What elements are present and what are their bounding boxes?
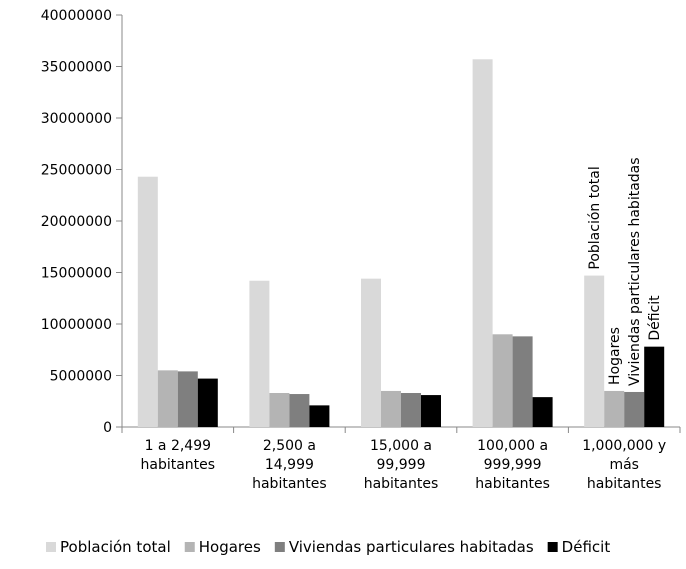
bar	[472, 59, 493, 427]
category-label: 15,000 a 99,999 habitantes	[364, 438, 439, 492]
y-tick-label: 15000000	[41, 266, 112, 282]
legend-label: Población total	[60, 538, 171, 556]
category-label-line: 1 a 2,499	[145, 438, 211, 454]
bar	[644, 346, 665, 427]
bar	[584, 275, 605, 427]
category-label-line: 100,000 a	[477, 438, 548, 454]
category-label-line: habitantes	[475, 476, 550, 492]
bar	[604, 390, 625, 427]
legend-label: Hogares	[199, 538, 261, 556]
category-label-line: 99,999	[377, 457, 426, 473]
legend-swatch	[46, 542, 56, 552]
y-tick-label: 10000000	[41, 317, 112, 333]
y-tick-label: 0	[103, 420, 112, 436]
category-label: 1 a 2,499 habitantes	[141, 438, 216, 473]
category-label-line: habitantes	[587, 476, 662, 492]
category-label-line: 2,500 a	[263, 438, 316, 454]
bar	[421, 395, 441, 427]
bar-annotation-label: Hogares	[607, 327, 623, 385]
category-label-line: 1,000,000 y	[582, 438, 666, 454]
category-label-line: habitantes	[252, 476, 327, 492]
category-label: 2,500 a 14,999 habitantes	[252, 438, 327, 492]
bar	[401, 393, 421, 427]
bar-annotation-label: Viviendas particulares habitadas	[627, 157, 643, 386]
bar	[197, 378, 218, 427]
bar	[289, 394, 310, 427]
bar	[249, 280, 270, 427]
category-label-line: habitantes	[364, 476, 439, 492]
legend-swatch	[547, 542, 558, 552]
y-tick-label: 35000000	[41, 60, 112, 76]
category-label-line: habitantes	[141, 457, 216, 473]
category-label-line: 14,999	[265, 457, 314, 473]
legend-swatch	[184, 542, 195, 552]
bar	[381, 390, 401, 427]
bar	[532, 397, 553, 427]
category-label-line: más	[609, 457, 639, 473]
bar	[177, 371, 198, 427]
x-axis: 1 a 2,499 habitantes 2,500 a 14,999 habitant…	[121, 426, 681, 492]
bar	[492, 334, 513, 427]
y-tick-label: 20000000	[41, 214, 112, 230]
bar	[309, 405, 330, 427]
category-label: 100,000 a 999,999 habitantes	[475, 438, 550, 492]
legend-label: Déficit	[562, 538, 611, 556]
legend-label: Viviendas particulares habitadas	[289, 538, 534, 556]
category-label-line: 999,999	[484, 457, 542, 473]
y-tick-label: 40000000	[41, 8, 112, 24]
category-label-line: 15,000 a	[370, 438, 432, 454]
y-tick-label: 25000000	[41, 163, 112, 179]
bar-annotation-label: Déficit	[647, 295, 663, 341]
bar-annotation-label: Población total	[587, 166, 603, 269]
bar	[269, 393, 290, 427]
bar	[624, 391, 645, 427]
bar	[157, 370, 178, 427]
category-label: 1,000,000 y más habitantes	[582, 438, 666, 492]
y-axis: 0 5000000 10000000 15000000 20000000 25000000…	[41, 8, 123, 436]
y-tick-label: 5000000	[50, 369, 112, 385]
bar	[512, 336, 533, 427]
bars	[137, 59, 665, 427]
bar	[361, 278, 381, 427]
bar-annotations: Población total Hogares Viviendas particul…	[587, 157, 663, 386]
bar	[137, 176, 158, 427]
legend: Población total Hogares Viviendas particul…	[46, 538, 610, 556]
legend-swatch	[274, 542, 285, 552]
y-tick-label: 30000000	[41, 111, 112, 127]
